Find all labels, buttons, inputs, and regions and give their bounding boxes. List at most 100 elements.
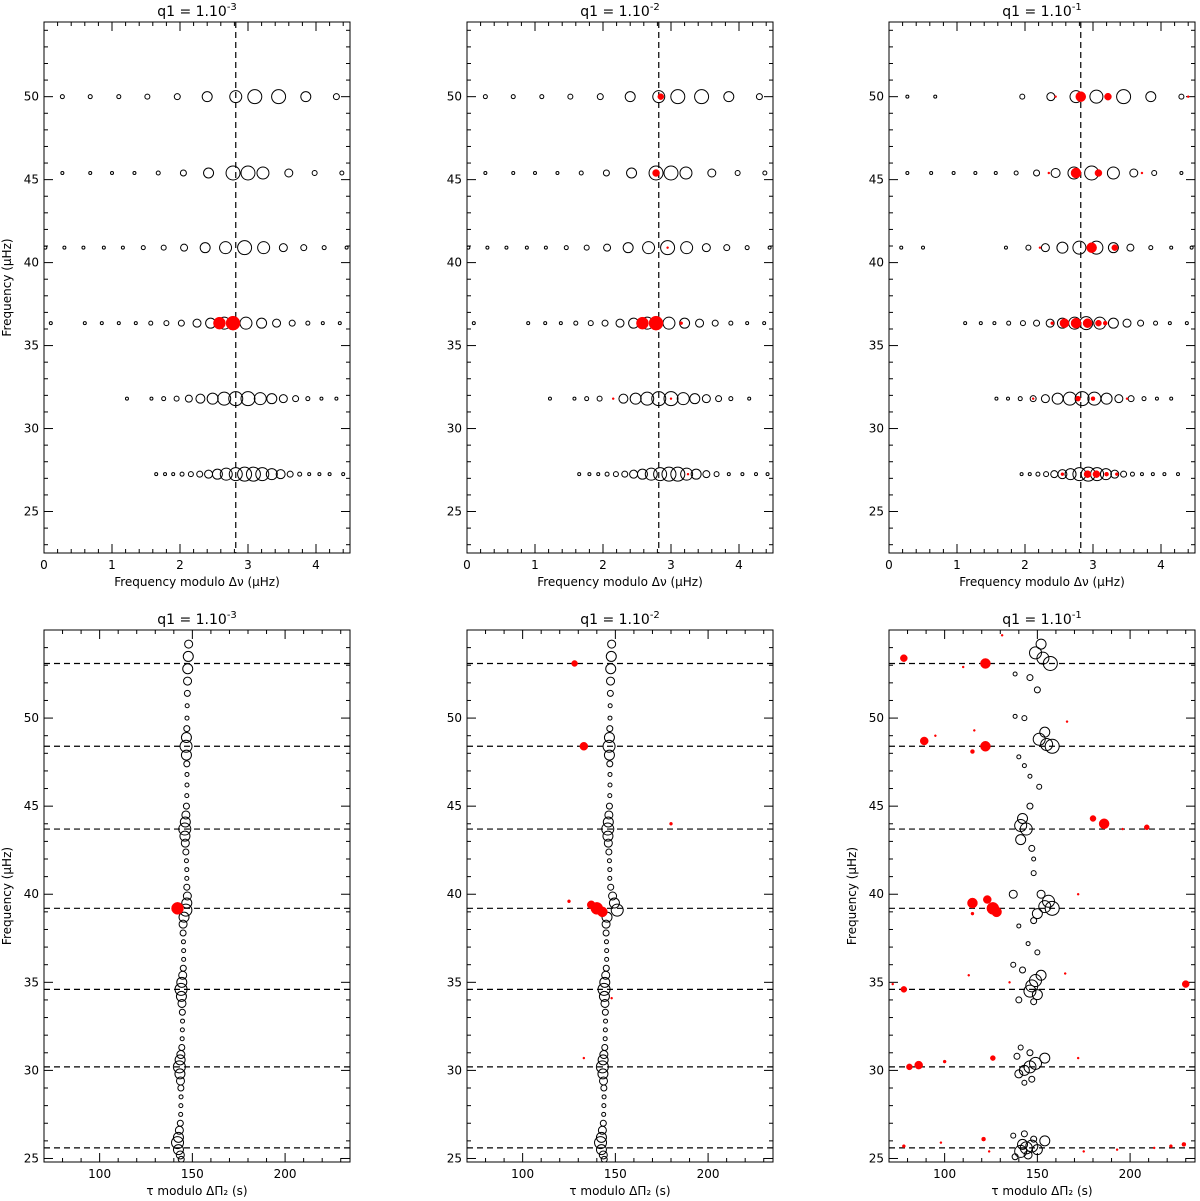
open-mode-point <box>178 919 188 929</box>
open-mode-point <box>558 321 563 326</box>
x-tick-label: 2 <box>176 558 184 572</box>
open-mode-point <box>608 891 618 901</box>
open-mode-point <box>1025 979 1039 993</box>
open-mode-point <box>607 867 613 873</box>
open-mode-point <box>605 848 613 856</box>
open-mode-point <box>1030 917 1038 925</box>
filled-mode-point <box>1070 317 1082 329</box>
filled-mode-point <box>610 996 613 1000</box>
open-mode-point <box>1162 472 1167 477</box>
open-mode-point <box>1189 245 1194 250</box>
open-mode-point <box>1050 470 1059 479</box>
open-mode-point <box>602 816 614 828</box>
open-mode-point <box>321 245 327 251</box>
open-mode-point <box>60 171 65 176</box>
filled-mode-point <box>1169 1144 1173 1148</box>
open-mode-point <box>728 396 734 402</box>
filled-mode-point <box>970 749 975 754</box>
filled-mode-point <box>669 397 673 400</box>
open-mode-point <box>578 170 584 176</box>
open-mode-point <box>483 171 488 176</box>
open-mode-point <box>701 243 711 253</box>
filled-mode-point <box>1098 818 1110 830</box>
open-mode-point <box>1031 908 1043 920</box>
open-mode-point <box>767 245 772 250</box>
open-mode-point <box>171 472 176 477</box>
open-mode-point <box>606 760 614 768</box>
open-mode-point <box>178 1111 184 1117</box>
open-mode-point <box>929 171 934 176</box>
open-mode-point <box>622 242 634 254</box>
open-mode-point <box>180 243 189 252</box>
open-mode-point <box>1035 638 1047 650</box>
open-mode-point <box>181 948 187 954</box>
filled-mode-point <box>686 472 690 476</box>
open-mode-point <box>679 166 693 180</box>
open-mode-point <box>82 321 87 326</box>
open-mode-point <box>510 94 516 100</box>
filled-mode-point <box>973 729 976 732</box>
y-tick-label: 45 <box>24 173 39 187</box>
open-mode-point <box>601 1111 607 1117</box>
filled-mode-point <box>1083 470 1092 478</box>
filled-mode-point <box>1102 320 1108 326</box>
y-tick-label: 35 <box>24 975 39 989</box>
open-mode-point <box>1030 870 1037 877</box>
open-mode-point <box>178 822 192 836</box>
open-mode-point <box>1025 244 1032 251</box>
open-mode-point <box>662 316 676 330</box>
open-mode-point <box>1032 732 1046 746</box>
open-mode-point <box>605 650 617 662</box>
filled-mode-point <box>1047 171 1051 175</box>
open-mode-point <box>148 320 154 326</box>
open-mode-point <box>178 1043 186 1051</box>
open-mode-point <box>701 394 711 404</box>
open-mode-point <box>1021 715 1028 722</box>
open-mode-point <box>183 760 191 768</box>
y-tick-label: 40 <box>869 887 884 901</box>
open-mode-point <box>1107 242 1119 254</box>
open-mode-point <box>211 468 223 480</box>
y-tick-label: 35 <box>869 339 884 353</box>
open-mode-point <box>600 998 610 1008</box>
open-mode-point <box>723 91 735 103</box>
open-mode-point <box>101 245 106 250</box>
open-mode-point <box>124 396 129 401</box>
open-mode-point <box>1036 889 1046 899</box>
open-mode-point <box>305 320 311 326</box>
open-mode-point <box>1033 686 1041 694</box>
x-tick-label: 3 <box>244 558 252 572</box>
y-tick-label: 25 <box>447 505 462 519</box>
open-mode-point <box>178 911 190 923</box>
open-mode-point <box>327 472 332 477</box>
open-mode-point <box>181 956 187 962</box>
open-mode-point <box>482 94 488 100</box>
open-mode-point <box>288 319 296 327</box>
open-mode-point <box>608 897 620 909</box>
open-mode-point <box>1010 961 1017 968</box>
open-mode-point <box>689 393 701 405</box>
open-mode-point <box>567 93 574 100</box>
open-mode-point <box>174 982 188 996</box>
open-mode-point <box>597 1054 609 1066</box>
open-mode-point <box>48 321 53 326</box>
x-tick-label: 1 <box>953 558 961 572</box>
open-mode-point <box>607 875 613 881</box>
data-points <box>567 639 673 1162</box>
open-mode-point <box>1129 471 1135 477</box>
open-mode-point <box>597 1068 609 1080</box>
open-mode-point <box>1064 468 1077 481</box>
open-mode-point <box>992 321 997 326</box>
open-mode-point <box>266 393 278 405</box>
open-mode-point <box>178 1094 184 1100</box>
open-mode-point <box>88 171 93 176</box>
filled-mode-point <box>666 246 669 249</box>
open-mode-point <box>577 472 582 477</box>
open-mode-point <box>174 1125 184 1135</box>
open-mode-point <box>1021 763 1027 769</box>
x-tick-label: 0 <box>885 558 893 572</box>
filled-mode-point <box>991 906 1002 918</box>
open-mode-point <box>1027 773 1033 779</box>
open-mode-point <box>120 245 125 250</box>
open-mode-point <box>1030 1135 1038 1143</box>
